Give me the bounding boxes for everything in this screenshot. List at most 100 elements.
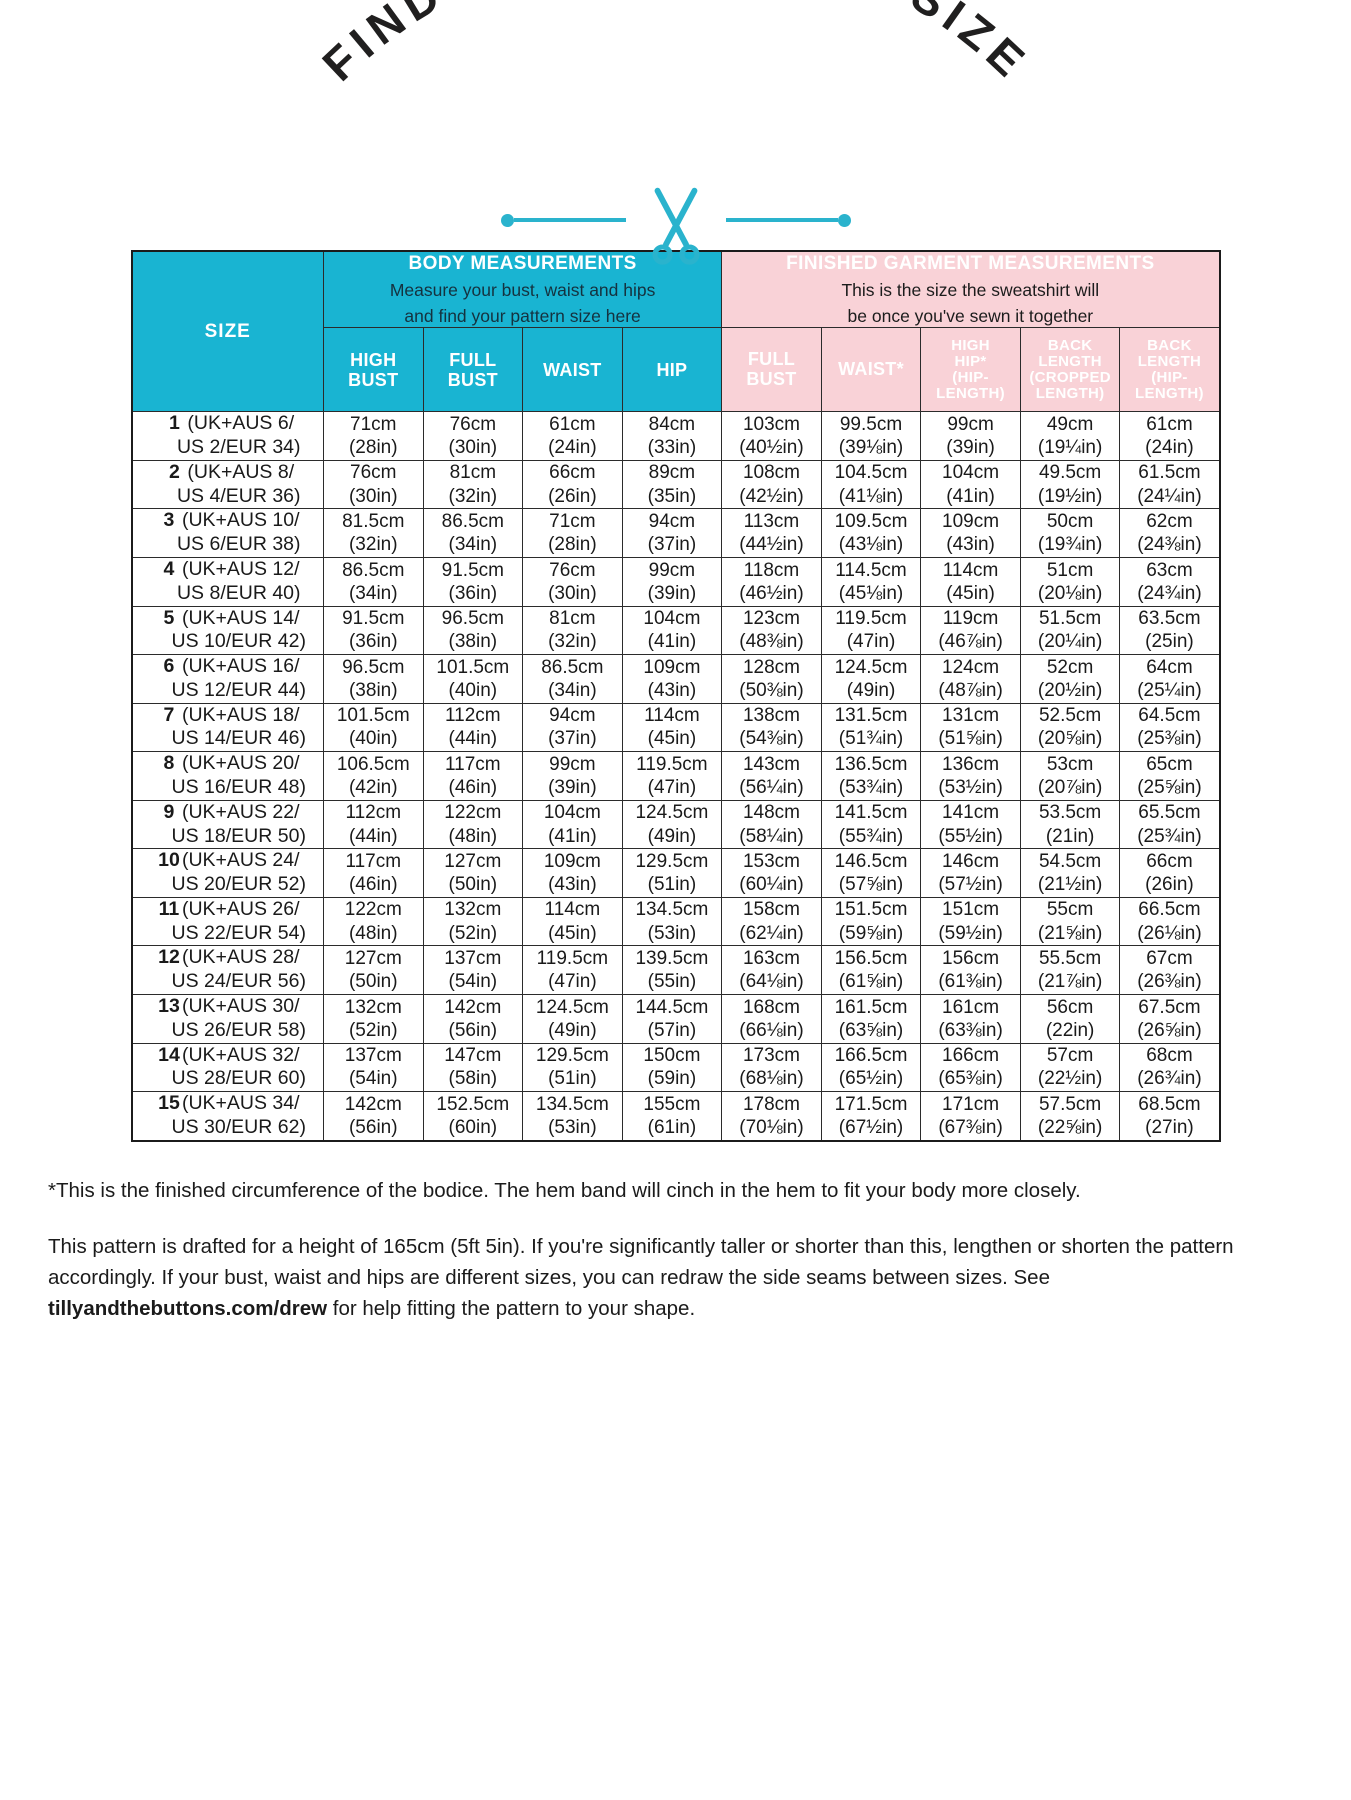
measurement-cm: 119.5cm <box>835 608 907 630</box>
measurement-in: (43in) <box>548 874 597 896</box>
measurement-cell: 151cm (59½in) <box>920 896 1021 947</box>
measurement-in: (48in) <box>448 825 498 847</box>
size-label-line2: US 16/EUR 48) <box>171 775 306 798</box>
measurement-cell: 137cm (54in) <box>323 1042 424 1093</box>
measurement-cm: 168cm <box>742 996 800 1018</box>
measurement-cm: 108cm <box>742 462 800 484</box>
measurement-in: (42in) <box>348 776 398 798</box>
measurement-in: (39in) <box>647 582 697 604</box>
measurement-cell: 114cm (45in) <box>522 896 623 947</box>
column-header-hip: HIP <box>621 327 723 413</box>
measurement-cell: 56cm (22in) <box>1019 994 1121 1044</box>
measurement-cm: 158cm <box>742 899 800 921</box>
measurement-cell: 51.5cm (20¼in) <box>1019 605 1121 656</box>
size-number: 8 <box>163 752 175 775</box>
measurement-in: (27in) <box>1145 1116 1194 1138</box>
measurement-in: (40½in) <box>739 437 804 459</box>
measurement-cell: 91.5cm (36in) <box>422 556 524 607</box>
measurement-in: (47in) <box>548 971 597 993</box>
column-header-line: BACK <box>1147 337 1192 355</box>
measurement-in: (25⅝in) <box>1137 776 1202 798</box>
table-row: 12 (UK+AUS 28/US 24/EUR 56) 127cm (50in) 137… <box>131 945 1220 995</box>
size-number: 13 <box>158 995 180 1017</box>
measurement-cell: 114cm (45in) <box>621 702 723 753</box>
group-header-row: SIZE BODY MEASUREMENTS Measure your bust… <box>131 250 1220 413</box>
measurement-cm: 132cm <box>344 996 402 1018</box>
measurement-cell: 146.5cm (57⅝in) <box>820 848 922 898</box>
size-label-line2: US 12/EUR 44) <box>171 678 306 701</box>
measurement-in: (49in) <box>846 679 896 701</box>
size-label-cell: 15 (UK+AUS 34/US 30/EUR 62) <box>131 1091 324 1142</box>
measurement-cell: 141.5cm (55¾in) <box>820 799 922 850</box>
website-link[interactable]: tillyandthebuttons.com/drew <box>48 1296 328 1320</box>
measurement-in: (25¾in) <box>1137 825 1202 847</box>
measurement-cm: 104cm <box>543 802 601 824</box>
size-number: 3 <box>163 509 175 532</box>
table-row: 13 (UK+AUS 30/US 26/EUR 58) 132cm (52in) 142… <box>131 994 1220 1044</box>
size-number: 7 <box>163 703 175 726</box>
measurement-cm: 147cm <box>444 1045 502 1067</box>
arc-title-svg: FIND YOUR PATTERN SIZE <box>312 0 1032 91</box>
measurement-cell: 168cm (66⅛in) <box>721 994 822 1044</box>
measurement-cm: 112cm <box>445 705 501 727</box>
measurement-cell: 178cm (70⅛in) <box>721 1091 822 1142</box>
measurement-cm: 109cm <box>543 850 601 872</box>
size-number: 5 <box>163 606 175 629</box>
measurement-cm: 101.5cm <box>436 656 510 678</box>
size-label-cell: 13 (UK+AUS 30/US 26/EUR 58) <box>131 994 324 1044</box>
measurement-cm: 142cm <box>344 1093 402 1115</box>
group-header-body-measurements: BODY MEASUREMENTS Measure your bust, wai… <box>322 250 723 329</box>
measurement-cell: 94cm (37in) <box>621 508 723 558</box>
measurement-cell: 76cm (30in) <box>522 556 623 607</box>
page-title: FIND YOUR PATTERN SIZE <box>0 0 1351 166</box>
measurement-cell: 96.5cm (38in) <box>323 654 424 704</box>
measurement-in: (41in) <box>548 825 597 847</box>
measurement-cm: 61cm <box>549 413 596 435</box>
measurement-cm: 152.5cm <box>436 1093 510 1115</box>
size-chart-table: SIZE BODY MEASUREMENTS Measure your bust… <box>130 250 1221 1142</box>
measurement-cm: 143cm <box>742 753 800 775</box>
measurement-in: (22in) <box>1045 1019 1095 1041</box>
size-number: 4 <box>163 557 175 580</box>
measurement-cm: 141cm <box>942 802 1000 824</box>
column-header-line: HIP <box>656 359 688 380</box>
page-title-text: FIND YOUR PATTERN SIZE <box>312 0 1039 91</box>
size-label-cell: 7 (UK+AUS 18/US 14/EUR 46) <box>131 702 324 753</box>
measurement-cm: 54.5cm <box>1038 850 1102 872</box>
column-header-line: LENGTH) <box>1135 384 1204 402</box>
measurement-in: (20⅝in) <box>1037 728 1103 750</box>
measurement-cm: 122cm <box>444 802 502 824</box>
measurement-in: (40in) <box>448 679 498 701</box>
measurement-cm: 178cm <box>742 1093 800 1115</box>
measurement-in: (45in) <box>647 728 697 750</box>
measurement-in: (61in) <box>647 1116 697 1138</box>
size-column-header: SIZE <box>131 250 324 413</box>
measurement-cm: 65cm <box>1146 753 1193 775</box>
measurement-in: (24⅜in) <box>1137 534 1202 556</box>
size-label-cell: 12 (UK+AUS 28/US 24/EUR 56) <box>131 945 324 995</box>
table-row: 15 (UK+AUS 34/US 30/EUR 62) 142cm (56in) 152… <box>131 1091 1220 1142</box>
measurement-cell: 129.5cm (51in) <box>621 848 723 898</box>
table-row: 9 (UK+AUS 22/US 18/EUR 50) 112cm (44in) 122c… <box>131 799 1220 850</box>
measurement-in: (52in) <box>348 1019 398 1041</box>
measurement-cm: 52cm <box>1046 656 1094 678</box>
table-row: 10 (UK+AUS 24/US 20/EUR 52) 117cm (46in) 127… <box>131 848 1220 898</box>
size-label-line2: US 2/EUR 34) <box>176 436 301 459</box>
measurement-in: (48⅜in) <box>739 631 804 653</box>
measurement-cm: 161cm <box>942 996 1000 1018</box>
column-header-line: LENGTH) <box>936 384 1005 402</box>
measurement-cm: 114cm <box>544 899 601 921</box>
column-header-back-length-hip-length: BACK LENGTH (HIP- LENGTH) <box>1119 327 1220 413</box>
measurement-cell: 50cm (19¾in) <box>1019 508 1121 558</box>
measurement-cm: 67.5cm <box>1138 996 1201 1018</box>
measurement-cm: 76cm <box>549 559 596 581</box>
measurement-in: (21⅞in) <box>1037 971 1103 993</box>
divider-dot-left <box>500 213 514 227</box>
column-header-line: BUST <box>348 369 399 390</box>
measurement-cm: 151.5cm <box>834 899 908 921</box>
measurement-in: (26in) <box>548 485 597 507</box>
column-header-line: WAIST* <box>838 358 904 379</box>
measurement-in: (61⅜in) <box>938 971 1003 993</box>
measurement-cell: 113cm (44½in) <box>721 508 822 558</box>
measurement-cell: 49cm (19¼in) <box>1019 411 1121 461</box>
